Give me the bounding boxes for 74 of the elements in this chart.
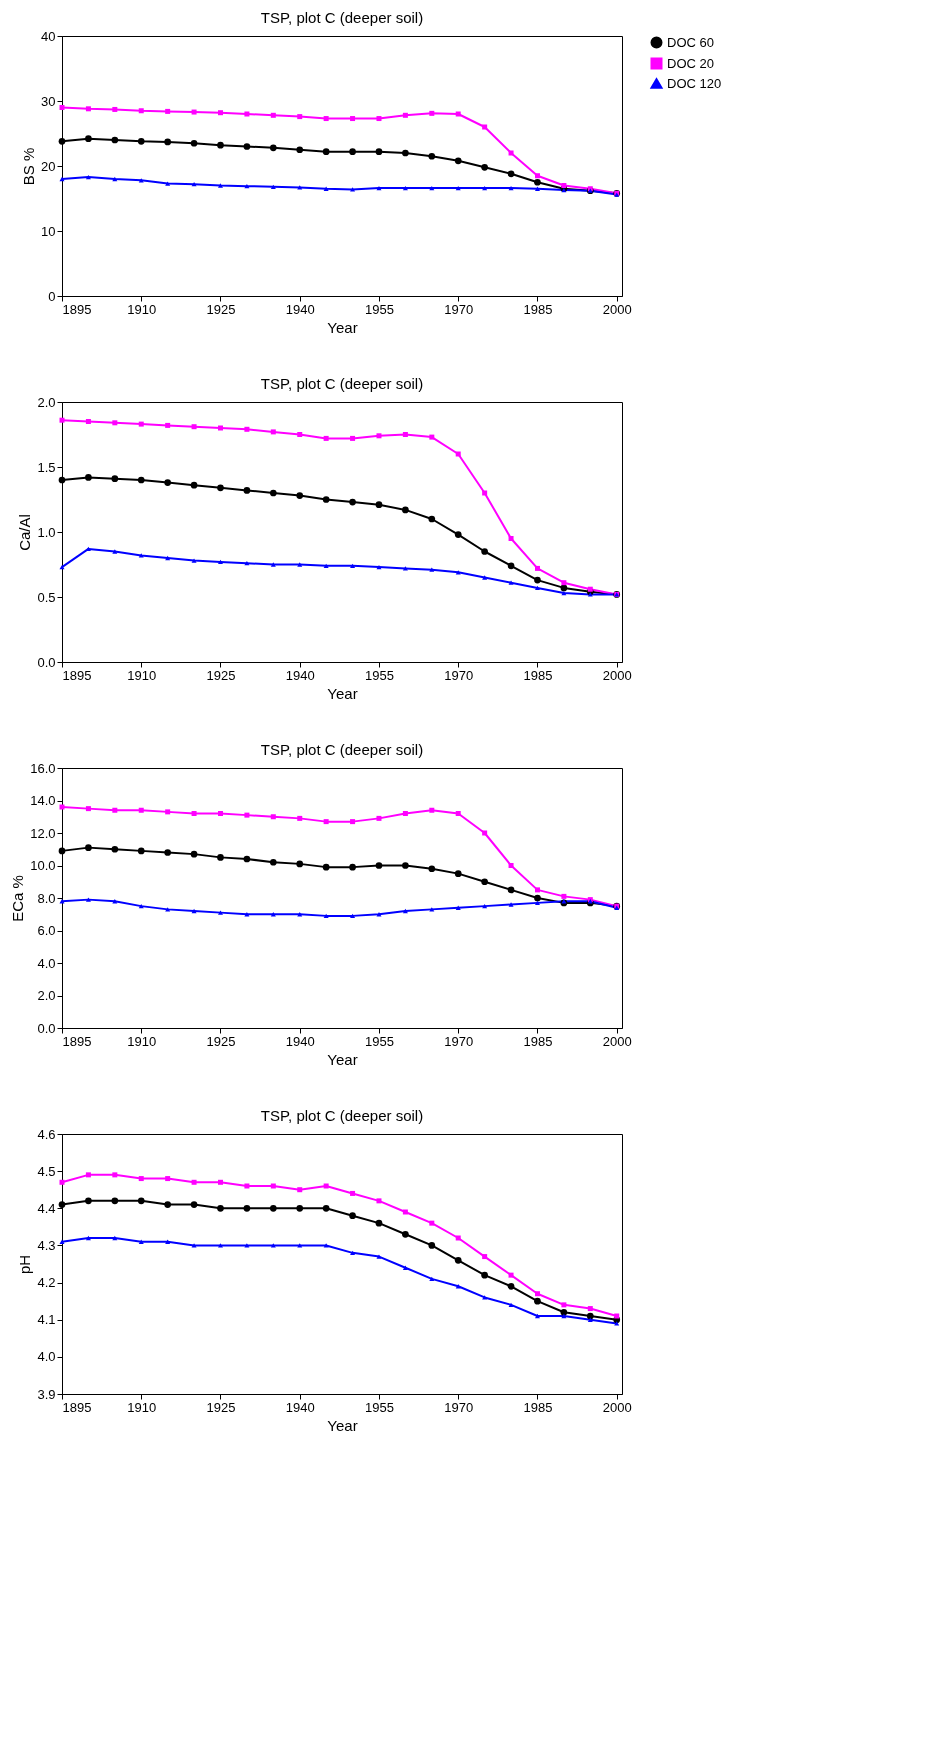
y-tick-label: 0 <box>48 288 56 304</box>
y-tick-label: 4.3 <box>37 1237 56 1253</box>
x-tick-label: 2000 <box>602 1033 632 1049</box>
x-axis-title: Year <box>327 1050 358 1068</box>
x-tick-label: 1985 <box>523 1399 553 1415</box>
y-tick-label: 4.2 <box>37 1275 56 1291</box>
x-tick-label: 2000 <box>602 301 632 317</box>
y-tick-label: 1.5 <box>37 459 56 475</box>
x-tick-label: 1940 <box>285 301 315 317</box>
x-tick-label: 1955 <box>365 301 394 317</box>
x-tick-label: 1925 <box>206 667 236 683</box>
x-axis-title: Year <box>327 318 358 336</box>
legend-label: DOC 120 <box>667 75 722 91</box>
legend-label: DOC 60 <box>667 34 714 50</box>
y-tick-label: 0.0 <box>37 654 56 670</box>
y-tick-label: 2.0 <box>37 394 56 410</box>
x-tick-label: 1985 <box>523 667 553 683</box>
x-tick-label: 1895 <box>62 1399 92 1415</box>
x-axis-title: Year <box>327 1416 358 1434</box>
x-tick-label: 2000 <box>602 667 632 683</box>
chart-title: TSP, plot C (deeper soil) <box>260 741 424 758</box>
chart-title: TSP, plot C (deeper soil) <box>260 1107 424 1124</box>
y-tick-label: 20 <box>41 158 56 174</box>
chart-title: TSP, plot C (deeper soil) <box>260 375 424 392</box>
y-tick-label: 10.0 <box>30 858 56 873</box>
x-tick-label: 1955 <box>365 1399 394 1415</box>
y-axis-title: BS % <box>20 147 38 186</box>
y-axis-title: pH <box>16 1254 34 1275</box>
y-tick-label: 4.5 <box>37 1163 56 1179</box>
y-axis-title: Ca/Al <box>16 514 34 551</box>
x-tick-label: 2000 <box>602 1399 632 1415</box>
y-tick-label: 4.0 <box>37 955 56 971</box>
x-tick-label: 1970 <box>444 1399 474 1415</box>
x-tick-label: 1910 <box>127 1033 157 1049</box>
x-tick-label: 1895 <box>62 1033 92 1049</box>
y-tick-label: 14.0 <box>30 793 56 808</box>
x-tick-label: 1970 <box>444 667 474 683</box>
x-tick-label: 1940 <box>285 1033 315 1049</box>
y-tick-label: 6.0 <box>37 923 56 938</box>
x-tick-label: 1910 <box>127 301 157 317</box>
x-tick-label: 1925 <box>206 1399 236 1415</box>
x-tick-label: 1955 <box>365 667 394 683</box>
x-tick-label: 1895 <box>62 301 92 317</box>
y-tick-label: 0.5 <box>37 589 56 605</box>
x-tick-label: 1985 <box>523 1033 553 1049</box>
x-tick-label: 1940 <box>285 667 315 683</box>
y-tick-label: 2.0 <box>37 988 56 1003</box>
y-tick-label: 0.0 <box>37 1020 56 1036</box>
x-tick-label: 1895 <box>62 667 92 683</box>
x-tick-label: 1985 <box>523 301 553 317</box>
x-tick-label: 1925 <box>206 301 236 317</box>
y-tick-label: 8.0 <box>37 890 56 906</box>
y-tick-label: 16.0 <box>30 760 56 776</box>
y-tick-label: 10 <box>41 223 56 239</box>
y-tick-label: 3.9 <box>37 1386 56 1402</box>
x-tick-label: 1925 <box>206 1033 236 1049</box>
y-tick-label: 30 <box>41 93 56 109</box>
y-tick-label: 4.4 <box>37 1200 56 1216</box>
y-tick-label: 40 <box>41 28 56 44</box>
x-tick-label: 1940 <box>285 1399 315 1415</box>
x-axis-title: Year <box>327 684 358 702</box>
legend-label: DOC 20 <box>667 55 714 71</box>
y-tick-label: 4.0 <box>37 1349 56 1365</box>
x-tick-label: 1910 <box>127 667 157 683</box>
y-tick-label: 12.0 <box>30 825 56 841</box>
x-tick-label: 1955 <box>365 1033 394 1049</box>
y-tick-label: 4.1 <box>37 1312 56 1328</box>
x-tick-label: 1910 <box>127 1399 157 1415</box>
chart-title: TSP, plot C (deeper soil) <box>260 9 424 26</box>
x-tick-label: 1970 <box>444 1033 474 1049</box>
y-tick-label: 4.6 <box>37 1126 56 1142</box>
x-tick-label: 1970 <box>444 301 474 317</box>
y-tick-label: 1.0 <box>37 524 56 540</box>
y-axis-title: ECa % <box>9 875 27 922</box>
